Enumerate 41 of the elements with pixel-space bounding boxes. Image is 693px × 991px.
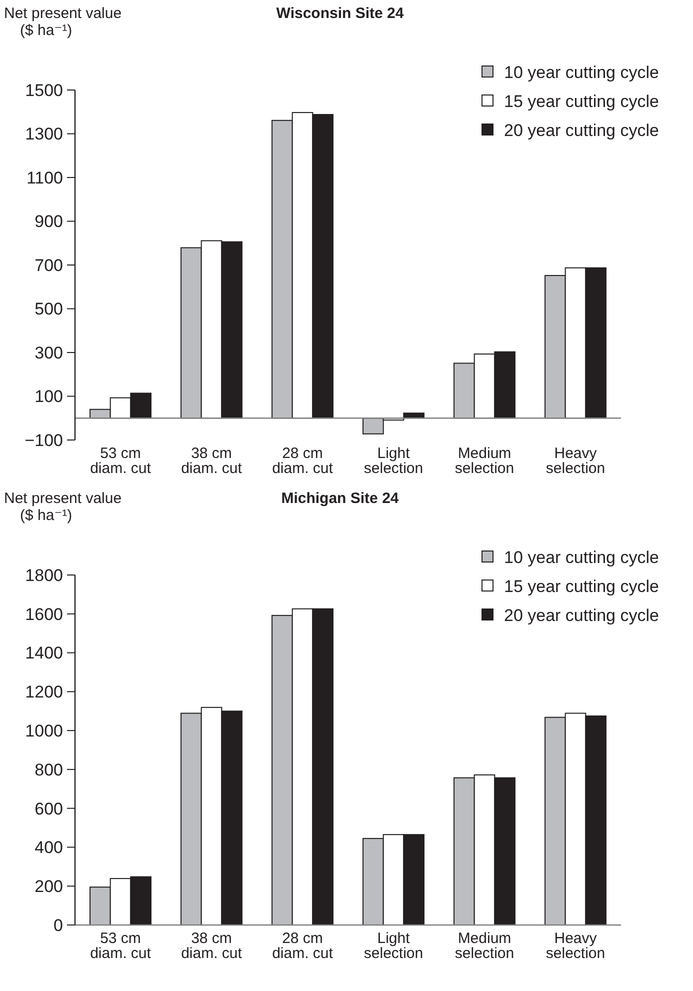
y-tick-label: 1400	[25, 644, 63, 663]
x-tick-label: Medium selection	[454, 930, 514, 962]
y-tick-label: 400	[34, 838, 63, 858]
legend-label: 10 year cutting cycle	[504, 548, 659, 567]
y-tick-label: 1100	[26, 168, 63, 188]
chart-title: Wisconsin Site 24	[276, 5, 404, 22]
y-tick-label: 100	[34, 387, 63, 406]
chart-title: Michigan Site 24	[281, 490, 400, 507]
y-tick-label: 700	[34, 256, 63, 275]
y-axis-title: Net present value ($ ha⁻¹)	[4, 490, 122, 524]
legend-label: 10 year cutting cycle	[504, 62, 659, 82]
x-tick-label: 28 cm diam. cut	[272, 445, 334, 477]
y-tick-label: 500	[34, 300, 63, 319]
x-tick-label: 53 cm diam. cut	[90, 930, 152, 962]
x-tick-label: Medium selection	[454, 445, 514, 477]
y-tick-label: 1600	[25, 604, 63, 624]
x-tick-label: 38 cm diam. cut	[181, 445, 243, 477]
legend-label: 15 year cutting cycle	[504, 92, 659, 111]
x-tick-label: Light selection	[364, 445, 424, 477]
y-tick-label: 0	[54, 916, 63, 935]
x-tick-label: 28 cm diam. cut	[272, 930, 334, 962]
y-tick-label: 1500	[25, 80, 63, 100]
x-tick-label: Light selection	[364, 930, 424, 962]
y-tick-label: 600	[34, 799, 63, 818]
y-tick-label: 900	[34, 212, 63, 232]
y-tick-label: 1800	[25, 566, 63, 585]
y-tick-label: 200	[34, 877, 63, 896]
legend-label: 15 year cutting cycle	[504, 576, 659, 596]
y-tick-label: 800	[34, 760, 63, 780]
x-tick-label: Heavy selection	[546, 445, 606, 477]
y-tick-label: −100	[24, 430, 63, 450]
x-tick-label: 53 cm diam. cut	[90, 445, 152, 477]
legend-label: 20 year cutting cycle	[504, 606, 659, 625]
y-axis-title: Net present value ($ ha⁻¹)	[4, 5, 122, 39]
x-tick-label: Heavy selection	[546, 930, 606, 962]
y-tick-label: 300	[34, 343, 63, 362]
legend-label: 20 year cutting cycle	[504, 120, 659, 140]
y-tick-label: 1300	[25, 124, 63, 144]
y-tick-label: 1200	[25, 682, 63, 702]
x-tick-label: 38 cm diam. cut	[181, 930, 243, 962]
y-tick-label: 1000	[25, 722, 63, 741]
